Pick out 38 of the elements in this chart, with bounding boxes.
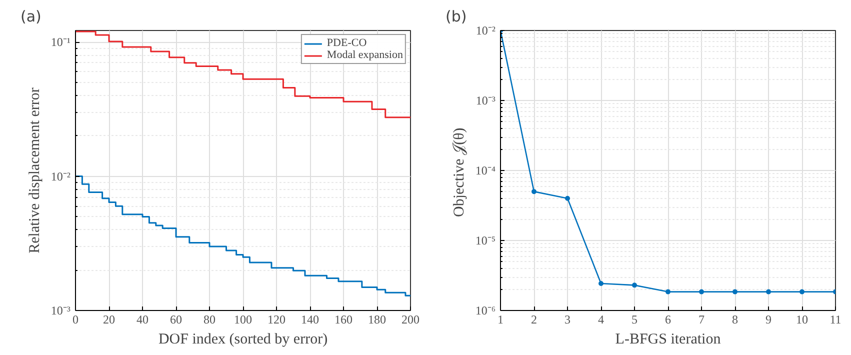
x-tick-label: 1 bbox=[498, 312, 504, 326]
x-tick-label: 0 bbox=[72, 312, 78, 326]
x-tick-label: 20 bbox=[103, 312, 115, 326]
x-tick-label: 200 bbox=[402, 312, 420, 326]
legend-label: Modal expansion bbox=[326, 49, 403, 61]
x-tick-label: 40 bbox=[136, 312, 148, 326]
x-tick-label: 120 bbox=[268, 312, 286, 326]
y-tick-label: 10⁻¹ bbox=[50, 35, 71, 50]
chart-title: (a) bbox=[20, 8, 42, 26]
x-tick-label: 11 bbox=[830, 312, 842, 326]
x-tick-label: 3 bbox=[564, 312, 570, 326]
x-tick-label: 80 bbox=[204, 312, 216, 326]
x-tick-label: 6 bbox=[665, 312, 671, 326]
y-tick-label: 10⁻⁶ bbox=[475, 304, 496, 318]
y-tick-label: 10⁻⁵ bbox=[475, 234, 496, 248]
y-tick-label: 10⁻² bbox=[50, 169, 71, 184]
y-axis-title: Relative displacement error bbox=[26, 88, 43, 254]
x-tick-label: 2 bbox=[531, 312, 537, 326]
chart-title: (b) bbox=[446, 8, 467, 26]
x-tick-label: 9 bbox=[766, 312, 772, 326]
x-tick-label: 60 bbox=[170, 312, 182, 326]
x-tick-label: 100 bbox=[234, 312, 252, 326]
y-tick-label: 10⁻⁴ bbox=[475, 164, 496, 178]
x-tick-label: 140 bbox=[301, 312, 319, 326]
y-axis-title: Objective 𝒥(θ) bbox=[451, 128, 468, 217]
legend-label: PDE-CO bbox=[326, 37, 367, 49]
x-axis-title: L-BFGS iteration bbox=[615, 332, 722, 348]
x-tick-label: 160 bbox=[334, 312, 352, 326]
x-tick-label: 7 bbox=[698, 312, 704, 326]
x-tick-label: 10 bbox=[796, 312, 808, 326]
y-tick-label: 10⁻³ bbox=[476, 94, 496, 108]
x-tick-label: 180 bbox=[368, 312, 386, 326]
x-tick-label: 8 bbox=[732, 312, 738, 326]
y-tick-label: 10⁻³ bbox=[50, 304, 71, 318]
x-tick-label: 4 bbox=[598, 312, 604, 326]
x-axis-title: DOF index (sorted by error) bbox=[158, 332, 328, 348]
x-tick-label: 5 bbox=[632, 312, 638, 326]
y-tick-label: 10⁻² bbox=[476, 24, 496, 38]
